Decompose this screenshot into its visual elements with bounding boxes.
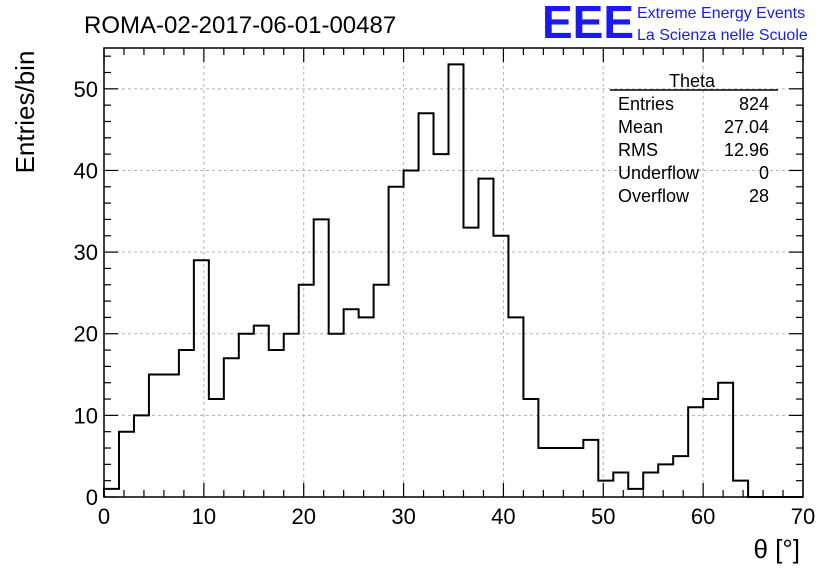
y-tick-label: 0 bbox=[86, 485, 98, 510]
stats-value-underflow: 0 bbox=[759, 163, 769, 183]
x-tick-label: 50 bbox=[591, 504, 615, 529]
logo-line-2: La Scienza nelle Scuole bbox=[637, 27, 808, 44]
stats-value-entries: 824 bbox=[739, 94, 769, 114]
x-tick-label: 70 bbox=[791, 504, 815, 529]
stats-value-mean: 27.04 bbox=[724, 117, 769, 137]
stats-label-underflow: Underflow bbox=[618, 163, 700, 183]
run-title: ROMA-02-2017-06-01-00487 bbox=[84, 12, 396, 39]
y-tick-label: 50 bbox=[74, 77, 98, 102]
axis-ticks bbox=[103, 48, 804, 498]
x-tick-label: 60 bbox=[691, 504, 715, 529]
x-tick-label: 40 bbox=[491, 504, 515, 529]
x-tick-label: 30 bbox=[391, 504, 415, 529]
y-tick-label: 40 bbox=[74, 158, 98, 183]
x-tick-label: 0 bbox=[98, 504, 110, 529]
tick-labels: 0 10 20 30 40 50 60 70 0 10 20 30 40 50 bbox=[74, 77, 816, 529]
stats-label-rms: RMS bbox=[618, 140, 658, 160]
stats-value-overflow: 28 bbox=[749, 186, 769, 206]
y-tick-label: 30 bbox=[74, 240, 98, 265]
grid bbox=[104, 48, 803, 497]
histogram-series bbox=[103, 63, 803, 498]
stats-box: Theta Entries 824 Mean 27.04 RMS 12.96 U… bbox=[610, 71, 778, 206]
x-tick-label: 10 bbox=[192, 504, 216, 529]
logo-line-1: Extreme Energy Events bbox=[637, 5, 805, 22]
y-tick-label: 10 bbox=[74, 403, 98, 428]
stats-title: Theta bbox=[669, 71, 716, 91]
stats-label-entries: Entries bbox=[618, 94, 674, 114]
stats-label-overflow: Overflow bbox=[618, 186, 690, 206]
y-tick-label: 20 bbox=[74, 322, 98, 347]
stats-value-rms: 12.96 bbox=[724, 140, 769, 160]
x-tick-label: 20 bbox=[291, 504, 315, 529]
plot-frame bbox=[103, 47, 804, 498]
eee-logo: EEE bbox=[542, 0, 634, 48]
stats-label-mean: Mean bbox=[618, 117, 663, 137]
x-axis-label: θ [°] bbox=[753, 534, 800, 564]
y-axis-label: Entries/bin bbox=[10, 51, 40, 174]
